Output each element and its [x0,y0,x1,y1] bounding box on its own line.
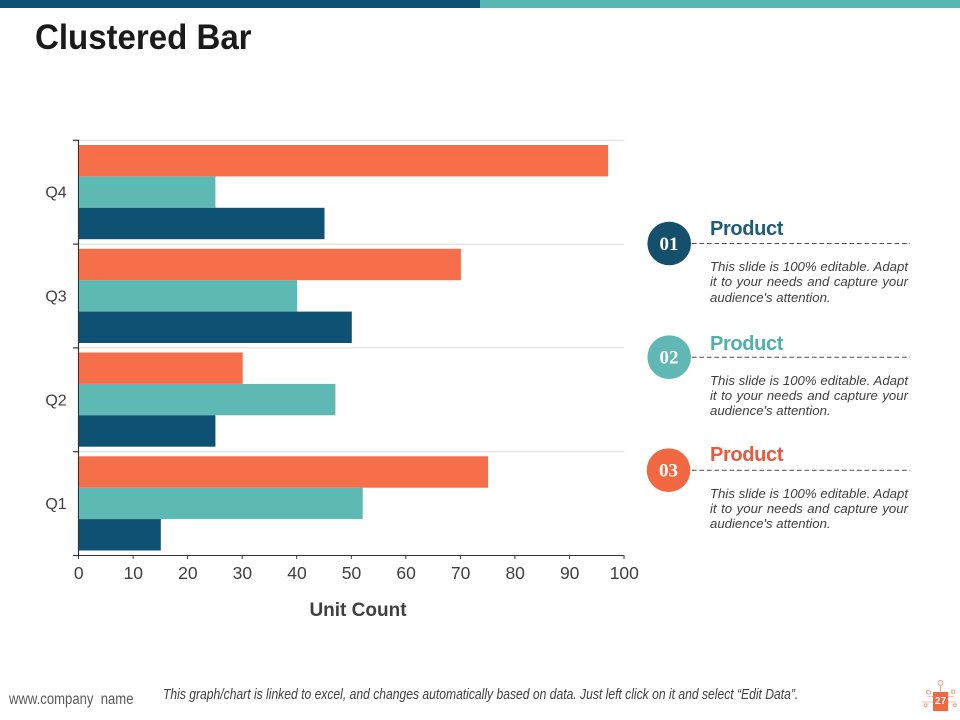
svg-text:03: 03 [659,461,678,482]
svg-text:Q3: Q3 [45,289,66,306]
svg-text:40: 40 [287,563,307,583]
svg-text:90: 90 [560,563,580,583]
svg-text:20: 20 [178,563,198,583]
svg-text:10: 10 [124,563,144,583]
svg-text:80: 80 [505,563,525,583]
svg-text:27: 27 [935,696,947,707]
svg-text:100: 100 [610,563,639,583]
svg-text:Q4: Q4 [45,185,66,202]
svg-text:02: 02 [660,348,679,369]
svg-text:30: 30 [233,563,253,583]
svg-text:Unit Count: Unit Count [309,600,407,621]
svg-text:0: 0 [74,563,84,583]
svg-text:70: 70 [451,563,471,583]
svg-text:Q1: Q1 [45,496,66,513]
svg-text:01: 01 [660,234,679,255]
svg-text:50: 50 [342,563,362,583]
svg-text:60: 60 [396,563,416,583]
svg-text:Q2: Q2 [45,392,66,409]
